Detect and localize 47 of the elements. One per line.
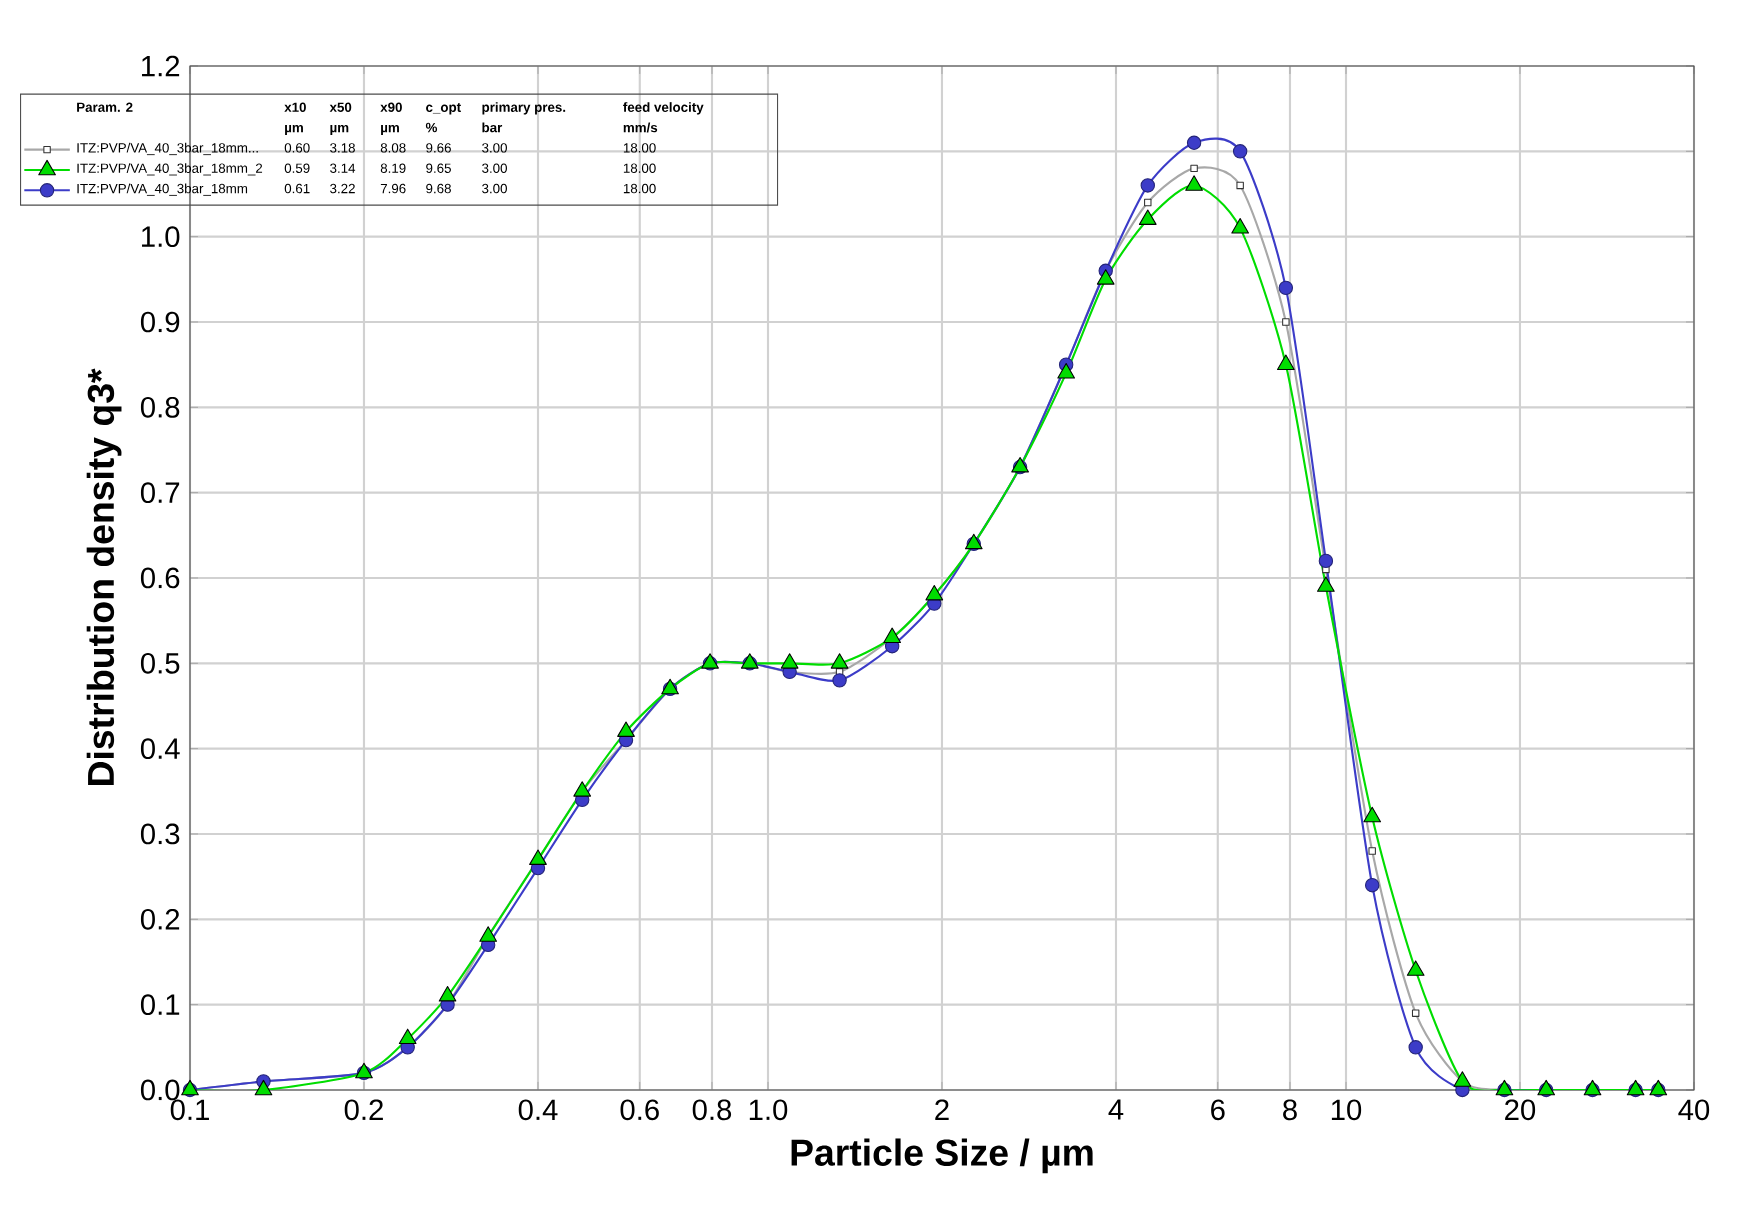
- x-tick-label: 8: [1283, 1099, 1297, 1121]
- x-tick-label: 4: [1108, 1099, 1124, 1120]
- point: [398, 1028, 417, 1045]
- x-tick-label: 0.8: [692, 1099, 732, 1121]
- x-tick-label: 0.6: [620, 1099, 659, 1121]
- x-tick-label: 0.1: [170, 1099, 209, 1121]
- point: [1277, 354, 1295, 370]
- point: [1278, 280, 1294, 296]
- y-tick-label: 0.0: [140, 1079, 180, 1101]
- x-tick-label: 6: [1211, 1099, 1225, 1121]
- y-tick-label: 1.0: [142, 226, 180, 248]
- y-tick-label: 0.4: [140, 738, 180, 760]
- point: [529, 849, 547, 865]
- x-tick-label: 0.4: [518, 1099, 558, 1121]
- x-tick-label: 40: [1678, 1099, 1710, 1121]
- point: [1232, 144, 1248, 159]
- x-axis-title: Particle Size / µm: [791, 1138, 1093, 1174]
- point: [1317, 576, 1335, 592]
- point: [1231, 217, 1249, 234]
- x-tick-label: 0.2: [344, 1099, 383, 1121]
- x-tick-label: 10: [1331, 1099, 1362, 1121]
- y-axis-title: Distribution density q3*: [86, 368, 122, 785]
- y-tick-label: 1.2: [142, 55, 180, 77]
- point: [573, 781, 592, 797]
- point: [1318, 553, 1334, 569]
- x-tick-label: 20: [1505, 1099, 1536, 1121]
- y-tick-label: 0.5: [140, 652, 180, 674]
- y-tick-label: 0.2: [140, 908, 180, 930]
- point: [925, 584, 944, 601]
- y-tick-label: 0.7: [140, 482, 180, 504]
- y-tick-label: 0.8: [140, 396, 180, 418]
- y-tick-label: 0.1: [140, 994, 180, 1016]
- point: [1453, 1071, 1472, 1087]
- point: [1406, 960, 1425, 976]
- point: [1364, 877, 1380, 893]
- point: [1185, 175, 1203, 191]
- point: [1408, 1040, 1423, 1055]
- x-tick-label: 2: [935, 1099, 949, 1120]
- y-tick-label: 0.3: [140, 823, 180, 845]
- point: [1363, 806, 1382, 823]
- point: [617, 721, 635, 737]
- point: [1186, 135, 1202, 150]
- point: [1057, 363, 1076, 379]
- point: [438, 985, 457, 1002]
- y-tick-label: 0.6: [140, 567, 180, 589]
- y-tick-label: 0.9: [140, 311, 180, 333]
- x-tick-label: 1.0: [749, 1099, 788, 1121]
